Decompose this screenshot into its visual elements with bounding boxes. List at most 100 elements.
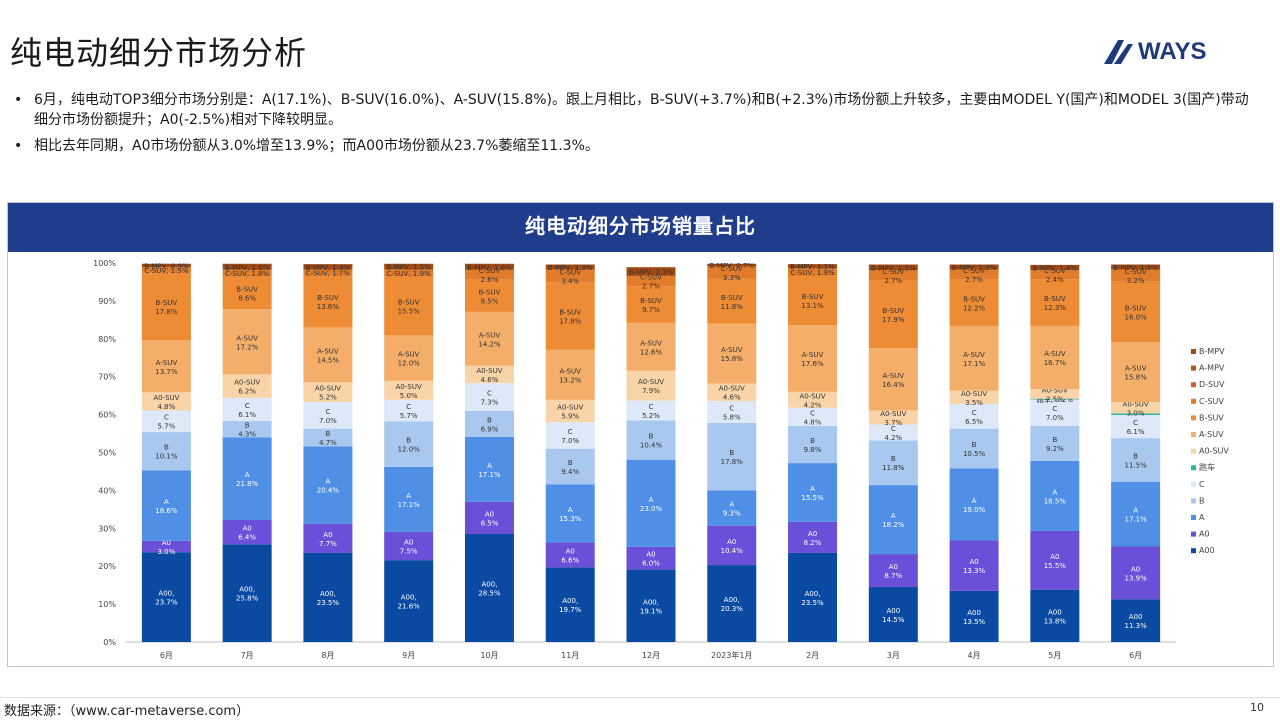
bar-segment <box>868 264 918 271</box>
bar-segment <box>868 440 918 486</box>
bar-value-label: 2.4% <box>1046 276 1064 284</box>
bar-value-label: 19.0% <box>963 506 986 514</box>
y-tick-label: 0% <box>103 638 116 647</box>
bar-value-label: A00 <box>967 609 981 617</box>
bar-segment <box>545 484 595 543</box>
bar-value-label: 6.1% <box>1127 428 1145 436</box>
bar-value-label: 6.4% <box>238 534 256 542</box>
bar-segment <box>949 468 999 541</box>
bar-segment <box>707 266 757 279</box>
bar-segment <box>303 382 353 403</box>
bar-value-label: B <box>649 432 654 440</box>
bar-value-label: 7.0% <box>319 417 337 425</box>
legend-swatch <box>1191 382 1196 388</box>
bar-segment <box>384 263 434 270</box>
bar-value-label: 2.7% <box>642 283 660 291</box>
bar-value-label: A <box>1052 488 1057 496</box>
x-tick-label: 6月 <box>1129 651 1142 660</box>
bar-segment <box>222 263 272 270</box>
bar-value-label: 4.8% <box>804 418 822 426</box>
bar-value-label: A <box>891 512 896 520</box>
bar-segment <box>464 311 514 366</box>
bar-value-label: A00, <box>239 586 255 594</box>
legend-swatch <box>1191 531 1196 537</box>
legend-label: A <box>1199 513 1205 522</box>
bar-segment <box>1030 398 1080 400</box>
bar-value-label: 9.4% <box>561 468 579 476</box>
y-tick-label: 10% <box>98 600 116 609</box>
bar-value-label: 25.8% <box>236 595 259 603</box>
bar-value-label: 17.8% <box>559 318 582 326</box>
bar-value-label: A00, <box>805 590 821 598</box>
bar-segment <box>788 407 838 426</box>
bar-value-label: A0-SUV <box>719 385 745 393</box>
y-tick-label: 90% <box>98 297 116 306</box>
x-tick-label: 8月 <box>321 651 334 660</box>
bar-value-label: 14.2% <box>478 340 501 348</box>
bar-value-label: A00, <box>158 590 174 598</box>
bar-value-label: C <box>406 403 411 411</box>
bar-value-label: 4.6% <box>723 394 741 402</box>
bar-value-label: A0 <box>646 551 655 559</box>
bar-value-label: A00, <box>401 594 417 602</box>
bar-value-label: B-SUV <box>963 295 985 303</box>
legend-swatch <box>1191 498 1196 504</box>
bar-value-label: A-SUV <box>398 351 420 359</box>
bar-value-label: 5.0% <box>400 392 418 400</box>
bar-segment <box>384 466 434 532</box>
bar-segment <box>545 567 595 642</box>
bar-value-label: 7.7% <box>319 540 337 548</box>
bar-segment <box>303 402 353 429</box>
legend-swatch <box>1191 415 1196 421</box>
bar-value-label: 15.5% <box>801 494 824 502</box>
bar-segment <box>1030 530 1080 590</box>
bar-value-label: A <box>487 462 492 470</box>
bar-segment <box>949 540 999 591</box>
bar-value-label: 14.5% <box>317 356 340 364</box>
bar-value-label: B-MPV, 0.9% <box>144 262 189 270</box>
bar-segment <box>626 459 676 547</box>
bar-value-label: C-SUV, 1.7% <box>306 270 350 278</box>
bar-value-label: 6.5% <box>965 418 983 426</box>
bar-segment <box>707 323 757 384</box>
legend-label: A00 <box>1199 546 1215 555</box>
bar-value-label: A-SUV <box>317 347 339 355</box>
bar-segment <box>222 397 272 422</box>
bar-value-label: 23.7% <box>155 599 178 607</box>
bar-value-label: C <box>487 389 492 397</box>
bar-value-label: 6.9% <box>481 425 499 433</box>
bar-segment <box>707 400 757 423</box>
bar-segment <box>949 428 999 469</box>
legend-label: D-SUV <box>1199 380 1225 389</box>
bar-segment <box>949 390 999 404</box>
bar-value-label: 21.8% <box>236 480 259 488</box>
legend-label: B <box>1199 496 1205 505</box>
page-title: 纯电动细分市场分析 <box>10 34 308 72</box>
bar-segment <box>707 263 757 267</box>
bar-segment <box>464 436 514 502</box>
bar-segment <box>788 268 838 276</box>
bar-value-label: 18.6% <box>155 507 178 515</box>
bar-value-label: 4.8% <box>157 403 175 411</box>
bar-value-label: 12.0% <box>398 360 421 368</box>
bar-value-label: 17.2% <box>236 343 259 351</box>
bar-segment <box>545 542 595 568</box>
legend-label: A-MPV <box>1199 364 1225 373</box>
bar-value-label: 9.3% <box>723 510 741 518</box>
bar-segment <box>1030 264 1080 271</box>
bar-value-label: 4.7% <box>319 439 337 447</box>
y-tick-label: 30% <box>98 524 116 533</box>
bar-value-label: 15.5% <box>398 308 421 316</box>
bar-value-label: 13.8% <box>1044 617 1067 625</box>
bar-value-label: 17.6% <box>801 360 824 368</box>
legend-swatch <box>1191 365 1196 371</box>
bar-value-label: A-SUV <box>802 351 824 359</box>
bar-value-label: 14.5% <box>882 616 905 624</box>
bar-segment <box>464 365 514 384</box>
legend-label: A0-SUV <box>1199 447 1229 456</box>
bar-segment <box>1030 425 1080 461</box>
bar-value-label: B <box>568 459 573 467</box>
bar-value-label: A0-SUV <box>396 383 422 391</box>
bar-value-label: B <box>1133 452 1138 460</box>
bar-segment <box>626 400 676 421</box>
